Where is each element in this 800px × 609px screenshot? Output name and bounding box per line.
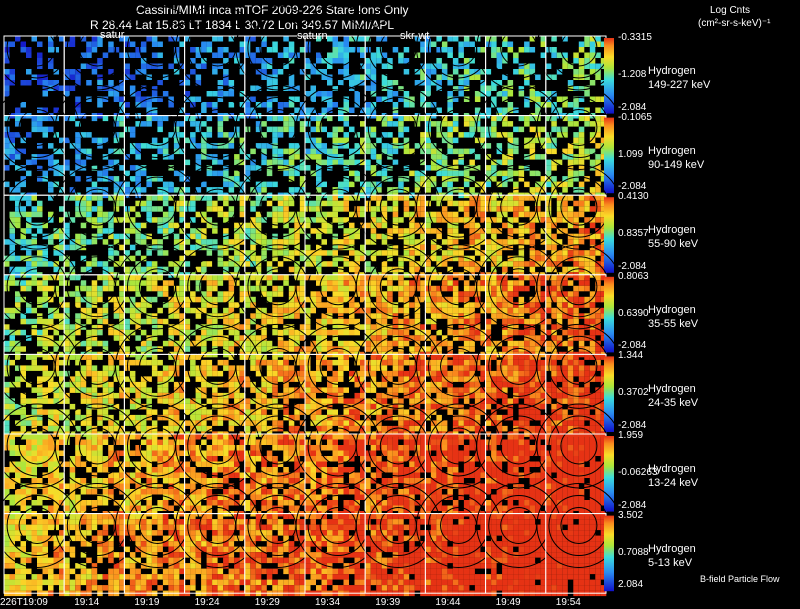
row-energy-label: Hydrogen 24-35 keV [648, 382, 698, 410]
species-label: Hydrogen [648, 144, 696, 157]
colorbar-max: 1.344 [618, 350, 644, 362]
species-label: Hydrogen [648, 383, 696, 396]
time-tick-label: 19:34 [315, 597, 341, 608]
units-label-formula: (cm²-sr-s-keV)⁻¹ [698, 18, 771, 29]
colorbar-min: -2.084 [618, 181, 647, 193]
time-tick-label: 19:19 [134, 597, 160, 608]
colorbar-min: -2.084 [618, 340, 647, 352]
colorbar-mid: 0.3702 [618, 387, 649, 399]
colorbar [604, 117, 614, 194]
image-panel [295, 483, 381, 597]
energy-range-label: 55-90 keV [648, 238, 699, 251]
colorbar-mid: 0.6390 [618, 307, 649, 319]
energy-range-label: 5-13 keV [648, 556, 693, 569]
image-panel [536, 483, 622, 597]
image-panel [355, 5, 441, 119]
plot-title: Cassini/MIMI Inca mTOF 2009-226 Stare Io… [136, 3, 409, 17]
energy-range-label: 24-35 keV [648, 397, 699, 410]
row-energy-label: Hydrogen 13-24 keV [648, 462, 698, 490]
row-energy-label: Hydrogen 90-149 keV [648, 144, 704, 172]
flow-legend-note: B-field Particle Flow [700, 574, 780, 584]
row-energy-label: Hydrogen 149-227 keV [648, 64, 710, 92]
saturn-label: satur [100, 29, 125, 41]
image-panel [416, 483, 502, 597]
row-energy-label: Hydrogen 5-13 keV [648, 542, 696, 570]
time-tick-label: 19:54 [555, 597, 581, 608]
image-panel [54, 5, 140, 119]
colorbar [604, 276, 614, 353]
skr-label: skr-wt [400, 30, 430, 42]
image-panel [235, 403, 321, 517]
image-panel [175, 483, 261, 597]
colorbar [604, 436, 614, 512]
time-tick-label: 226T19:09 [0, 597, 48, 608]
image-panel [0, 483, 80, 597]
colorbar-max: 0.8063 [618, 270, 649, 282]
colorbar-max: 3.502 [618, 509, 644, 521]
species-label: Hydrogen [648, 463, 696, 475]
colorbar-min: -2.084 [618, 499, 647, 511]
image-panel [115, 244, 201, 358]
image-panel [0, 5, 80, 119]
colorbar-min: -2.084 [618, 101, 647, 113]
colorbar-min: 2.084 [618, 579, 644, 591]
energy-range-label: 13-24 keV [648, 477, 699, 489]
colorbar [604, 197, 614, 273]
species-label: Hydrogen [648, 224, 696, 237]
energy-range-label: 35-55 keV [648, 317, 699, 330]
time-tick-label: 19:44 [435, 597, 461, 608]
row-energy-label: Hydrogen 35-55 keV [648, 303, 698, 331]
image-panel [355, 483, 441, 597]
image-panel [54, 483, 140, 597]
colorbar-mid: 0.7088 [618, 546, 649, 558]
colorbar-max: -0.1065 [618, 111, 652, 123]
image-panel [476, 403, 562, 517]
time-tick-label: 19:24 [194, 597, 220, 608]
image-panel [355, 403, 441, 517]
image-panel [416, 5, 502, 119]
colorbar [604, 38, 614, 114]
colorbar-max: -0.3315 [618, 32, 652, 43]
colorbar-mid: -1.208 [618, 69, 647, 80]
image-panel [115, 483, 201, 597]
colorbar-min: -2.084 [618, 420, 647, 431]
colorbar-mid: -0.06263 [618, 467, 658, 478]
image-panel [476, 164, 562, 278]
colorbar [604, 515, 614, 592]
units-label: Log Cnts [710, 5, 751, 16]
species-label: Hydrogen [648, 542, 696, 555]
colorbar-min: -2.084 [618, 260, 647, 272]
colorbar-mid: 0.8357 [618, 228, 649, 240]
saturn-label: saturn [297, 30, 328, 42]
species-label: Hydrogen [648, 65, 696, 77]
colorbar [604, 356, 614, 432]
time-tick-label: 19:14 [74, 597, 100, 608]
energy-range-label: 90-149 keV [648, 158, 705, 171]
image-panel [235, 483, 321, 597]
image-panel [54, 85, 140, 199]
time-tick-label: 19:39 [375, 597, 401, 608]
orbit-coordinates: R 28.44 Lat 15.83 LT 1834 L 30.72 Lon 34… [90, 18, 394, 32]
row-energy-label: Hydrogen 55-90 keV [648, 223, 698, 251]
colorbar-max: 1.959 [618, 430, 644, 441]
time-tick-label: 19:49 [495, 597, 521, 608]
time-tick-label: 19:29 [254, 597, 280, 608]
energy-range-label: 149-227 keV [648, 79, 711, 91]
species-label: Hydrogen [648, 303, 696, 316]
colorbar-max: 0.4130 [618, 191, 649, 203]
colorbar-mid: 1.099 [618, 148, 644, 160]
